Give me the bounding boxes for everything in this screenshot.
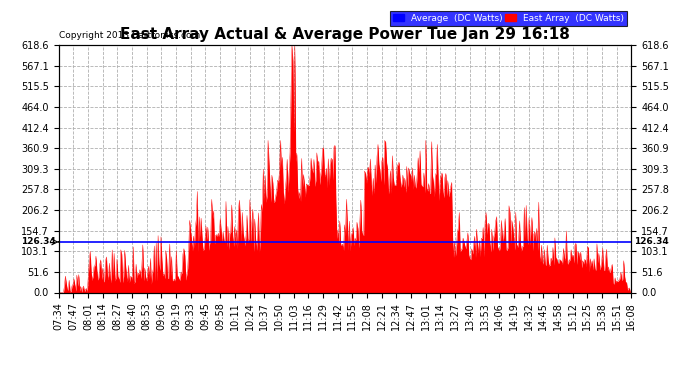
- Text: 126.34: 126.34: [21, 237, 56, 246]
- Title: East Array Actual & Average Power Tue Jan 29 16:18: East Array Actual & Average Power Tue Ja…: [120, 27, 570, 42]
- Text: 126.34: 126.34: [634, 237, 669, 246]
- Text: Copyright 2013 Cartronics.com: Copyright 2013 Cartronics.com: [59, 31, 200, 40]
- Legend: Average  (DC Watts), East Array  (DC Watts): Average (DC Watts), East Array (DC Watts…: [390, 11, 627, 26]
